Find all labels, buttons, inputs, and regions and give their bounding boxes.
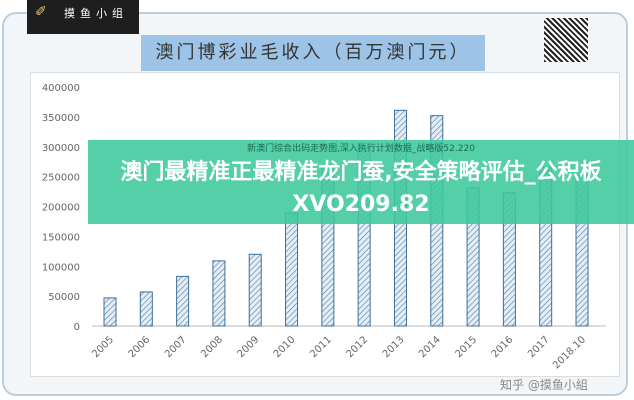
x-tick-label: 2011 [308, 334, 334, 360]
y-tick-label: 300000 [42, 143, 80, 154]
x-tick-label: 2013 [381, 334, 407, 360]
x-tick-label: 2010 [272, 334, 298, 360]
x-tick-label: 2018.10 [551, 334, 588, 371]
headline-banner: 新澳门综合出码走势图,深入执行计划数据_战略版52.220 澳门最精准正最精准龙… [88, 140, 634, 224]
y-tick-label: 0 [74, 322, 80, 333]
chart-title: 澳门博彩业毛收入（百万澳门元） [141, 35, 485, 71]
x-tick-label: 2009 [236, 334, 262, 360]
bar-2007 [176, 275, 190, 327]
banner-subtitle: 新澳门综合出码走势图,深入执行计划数据_战略版52.220 [247, 144, 475, 154]
logo-text: 摸鱼小组 [64, 7, 128, 20]
bar-2010 [285, 212, 299, 327]
x-tick-label: 2008 [199, 334, 225, 360]
x-tick-label: 2017 [526, 334, 552, 360]
y-tick-label: 100000 [42, 262, 80, 273]
watermark: 知乎 @摸鱼小組 [500, 378, 588, 392]
y-tick-label: 400000 [42, 83, 80, 94]
fish-icon: ✐ [35, 4, 47, 20]
x-tick-label: 2016 [490, 334, 516, 360]
y-tick-label: 150000 [42, 232, 80, 243]
x-tick-label: 2005 [90, 334, 116, 360]
x-tick-label: 2014 [417, 334, 443, 360]
y-tick-label: 50000 [48, 292, 80, 303]
bar-2005 [103, 297, 117, 327]
banner-headline: 澳门最精准正最精准龙门蚕,安全策略评估_公积板XVO209.82 [120, 160, 602, 217]
y-tick-label: 200000 [42, 203, 80, 214]
x-tick-label: 2006 [127, 334, 153, 360]
y-tick-label: 250000 [42, 173, 80, 184]
x-tick-label: 2012 [344, 334, 370, 360]
logo: ✐ 摸鱼小组 [27, 0, 139, 34]
x-tick-label: 2015 [453, 334, 479, 360]
qr-code-icon [544, 18, 588, 62]
y-tick-label: 350000 [42, 113, 80, 124]
bar-2009 [248, 253, 262, 327]
bar-2008 [212, 260, 226, 327]
x-tick-label: 2007 [163, 334, 189, 360]
bar-2006 [139, 291, 153, 327]
